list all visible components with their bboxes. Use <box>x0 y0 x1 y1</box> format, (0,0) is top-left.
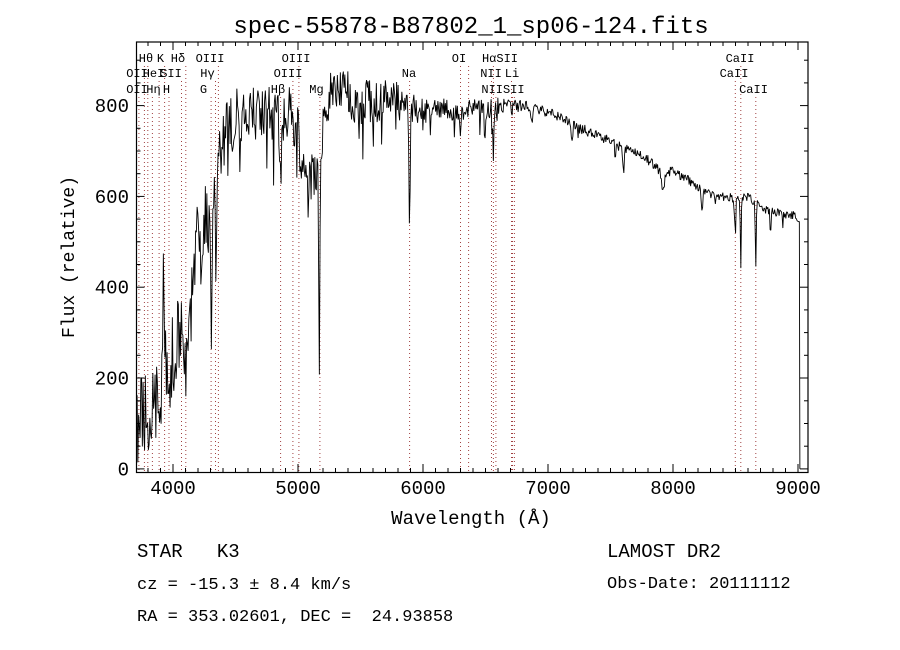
line-label: OI <box>452 52 466 66</box>
line-label: Hδ <box>171 52 185 66</box>
obs-date-text: Obs-Date: 20111112 <box>607 575 791 594</box>
line-label: Mg <box>309 83 323 97</box>
axis-tick-labels: 4000 5000 6000 7000 8000 9000 0 200 400 600 800 <box>95 96 821 500</box>
line-label: H <box>163 83 170 97</box>
line-label: Hγ <box>200 67 214 81</box>
line-label: G <box>200 83 207 97</box>
line-label: CaII <box>739 83 768 97</box>
line-label: Hη <box>146 83 160 97</box>
line-label: NII <box>480 67 502 81</box>
line-label: CaII <box>720 67 749 81</box>
line-label: Na <box>402 67 416 81</box>
line-label: OIII <box>196 52 225 66</box>
plot-title: spec-55878-B87802_1_sp06-124.fits <box>233 14 708 41</box>
ra-dec-text: RA = 353.02601, DEC = 24.93858 <box>137 608 453 627</box>
x-tick-label: 9000 <box>775 478 821 500</box>
line-label: Li <box>505 67 519 81</box>
y-tick-label: 200 <box>95 369 129 391</box>
cz-velocity-text: cz = -15.3 ± 8.4 km/s <box>137 576 351 595</box>
y-tick-label: 600 <box>95 187 129 209</box>
y-tick-label: 0 <box>118 459 129 481</box>
plot-frame <box>135 41 809 474</box>
object-class-text: STAR K3 <box>137 541 240 563</box>
x-tick-label: 8000 <box>650 478 696 500</box>
y-axis-label: Flux (relative) <box>60 176 80 338</box>
x-tick-label: 6000 <box>400 478 446 500</box>
x-tick-label: 4000 <box>150 478 196 500</box>
line-label: HeI <box>143 67 165 81</box>
survey-release-text: LAMOST DR2 <box>607 541 721 563</box>
line-label: K <box>157 52 165 66</box>
y-tick-label: 400 <box>95 278 129 300</box>
line-label: SII <box>160 67 182 81</box>
line-label: CaII <box>726 52 755 66</box>
axis-ticks <box>136 42 808 472</box>
spectrum-path <box>136 71 801 469</box>
x-tick-label: 5000 <box>275 478 321 500</box>
line-label: OIII <box>282 52 311 66</box>
y-tick-label: 800 <box>95 96 129 118</box>
line-label: NIISII <box>481 83 524 97</box>
line-label: Hβ <box>271 83 285 97</box>
line-label: OIII <box>274 67 303 81</box>
spectrum-trace <box>136 71 801 469</box>
x-axis-label: Wavelength (Å) <box>391 508 551 530</box>
line-label: Hθ <box>139 52 153 66</box>
line-label: HαSII <box>482 52 518 66</box>
x-tick-label: 7000 <box>525 478 571 500</box>
